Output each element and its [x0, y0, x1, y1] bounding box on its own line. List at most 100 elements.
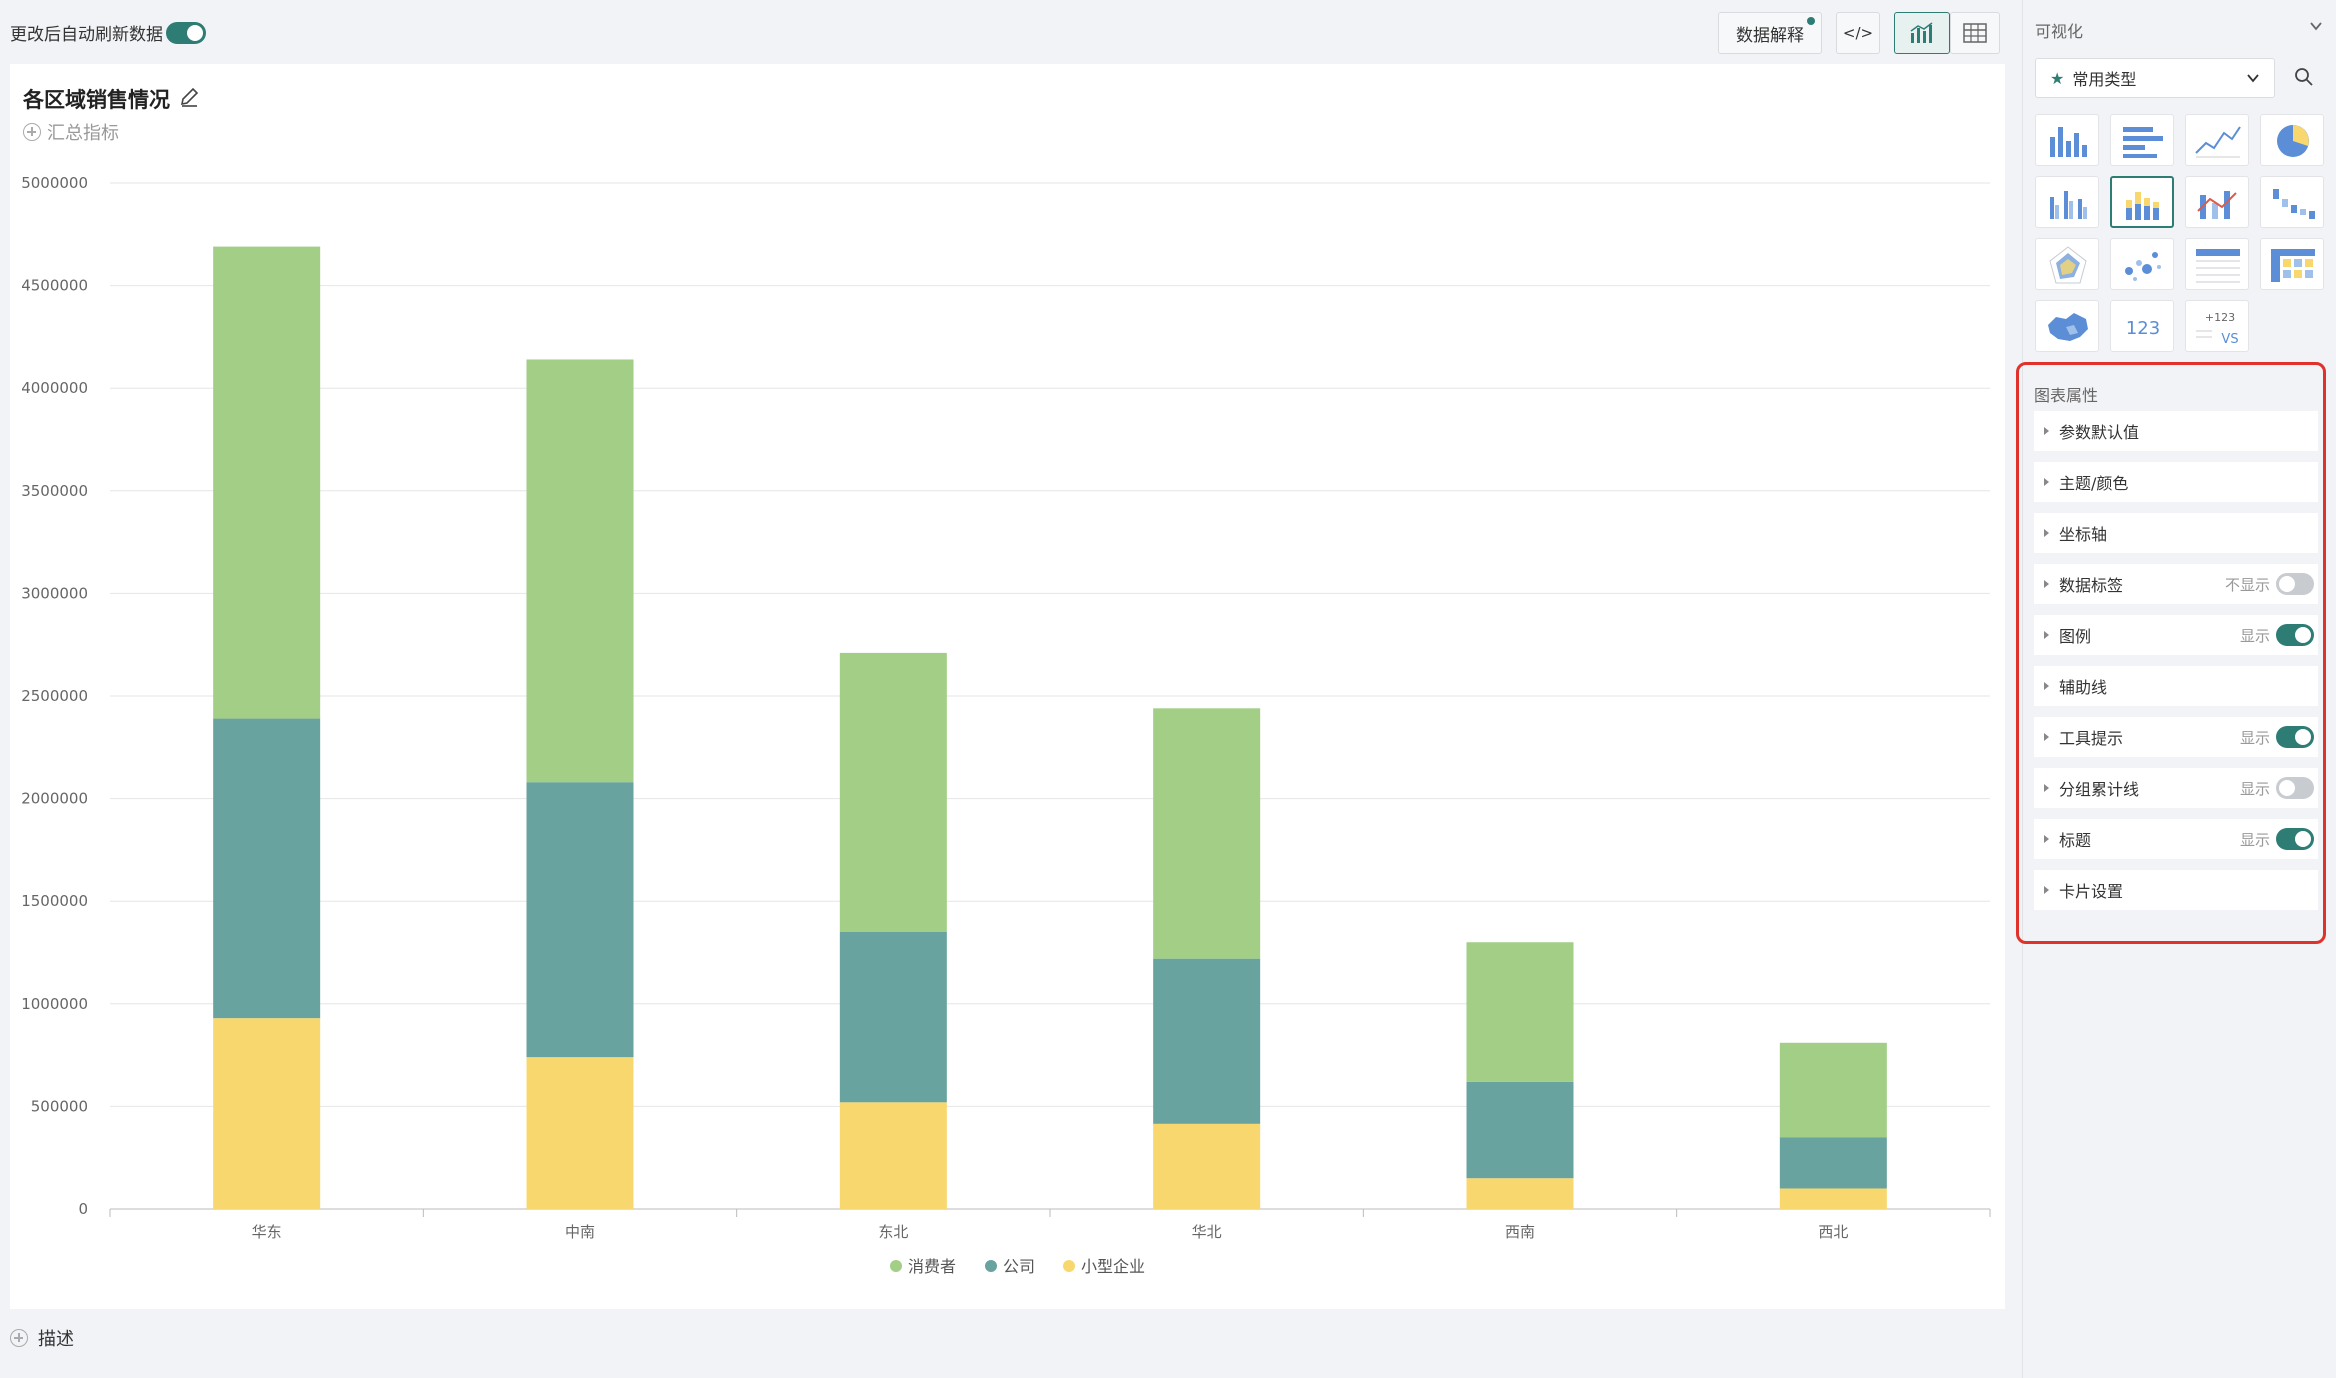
add-summary-metric-label: 汇总指标 — [47, 123, 119, 144]
line-chart-icon — [2195, 126, 2241, 158]
chart-type-tile[interactable] — [2185, 238, 2249, 290]
property-status: 显示 — [2239, 728, 2270, 747]
caret-right-icon — [2044, 478, 2049, 486]
column-chart-icon — [2050, 127, 2087, 157]
bar-segment[interactable] — [213, 718, 321, 1019]
bar-segment[interactable] — [526, 782, 634, 1058]
chart-type-tile[interactable] — [2035, 114, 2099, 166]
y-tick-label: 500000 — [31, 1097, 88, 1115]
property-row[interactable]: 工具提示 显示 — [2034, 717, 2318, 757]
bar-segment[interactable] — [1153, 1123, 1261, 1209]
chart-type-tile[interactable] — [2185, 114, 2249, 166]
chart-type-tile[interactable] — [2260, 238, 2324, 290]
caret-right-icon — [2044, 427, 2049, 435]
bar-chart-icon — [1910, 22, 1933, 43]
y-tick-label: 2000000 — [21, 790, 88, 808]
chart-type-tile[interactable] — [2260, 176, 2324, 228]
add-summary-metric-button[interactable]: 汇总指标 — [23, 119, 119, 145]
bar-segment[interactable] — [1153, 958, 1261, 1124]
legend-item-label: 公司 — [1003, 1257, 1035, 1276]
chart-type-category-select[interactable]: ★ 常用类型 — [2035, 58, 2275, 98]
property-toggle[interactable] — [2276, 624, 2314, 646]
data-explain-button[interactable]: 数据解释 — [1718, 12, 1822, 54]
map-chart-icon — [2048, 313, 2088, 341]
chart-type-tile[interactable] — [2035, 300, 2099, 352]
property-toggle[interactable] — [2276, 828, 2314, 850]
y-tick-label: 4500000 — [21, 277, 88, 295]
auto-refresh-label: 更改后自动刷新数据 — [10, 25, 163, 45]
caret-right-icon — [2044, 682, 2049, 690]
bar-segment[interactable] — [839, 652, 947, 932]
y-tick-label: 3500000 — [21, 482, 88, 500]
bar-segment[interactable] — [1779, 1188, 1887, 1209]
property-row[interactable]: 辅助线 — [2034, 666, 2318, 706]
waterfall-chart-icon — [2273, 189, 2315, 219]
y-tick-label: 5000000 — [21, 174, 88, 192]
legend-marker — [985, 1260, 997, 1272]
chart-type-tile[interactable]: 123 — [2110, 300, 2174, 352]
comparison-card-vs: VS — [2221, 332, 2238, 347]
chart-title: 各区域销售情况 — [23, 88, 170, 112]
bar-segment[interactable] — [839, 1102, 947, 1209]
search-icon[interactable] — [2293, 66, 2315, 88]
chart-properties-header: 图表属性 — [2034, 386, 2099, 405]
table-icon — [1963, 23, 1987, 43]
property-row[interactable]: 标题 显示 — [2034, 819, 2318, 859]
legend-marker — [1063, 1260, 1075, 1272]
chart-type-tile[interactable] — [2110, 238, 2174, 290]
bar-segment[interactable] — [1153, 708, 1261, 959]
property-toggle[interactable] — [2276, 726, 2314, 748]
comparison-card-value: +123 — [2205, 311, 2235, 324]
scatter-chart-icon — [2125, 252, 2161, 281]
chevron-down-icon[interactable] — [2308, 18, 2324, 34]
x-tick-label: 华东 — [252, 1223, 282, 1241]
chart-type-tile[interactable] — [2185, 176, 2249, 228]
kpi-card-text: 123 — [2126, 318, 2160, 339]
chart-type-tile[interactable] — [2110, 176, 2174, 228]
caret-right-icon — [2044, 580, 2049, 588]
stacked-bar-chart[interactable]: 0 500000 1000000 1500000 2000000 2500000 30000… — [10, 64, 2005, 1309]
bar-segment[interactable] — [526, 1057, 634, 1209]
property-toggle[interactable] — [2276, 573, 2314, 595]
add-description-button[interactable]: 描述 — [10, 1325, 74, 1351]
edit-title-icon[interactable] — [178, 86, 200, 108]
property-status: 显示 — [2239, 779, 2270, 798]
property-row[interactable]: 分组累计线 显示 — [2034, 768, 2318, 808]
chart-view-button[interactable] — [1894, 12, 1950, 54]
code-button[interactable]: </> — [1836, 12, 1880, 54]
property-row[interactable]: 坐标轴 — [2034, 513, 2318, 553]
property-row[interactable]: 参数默认值 — [2034, 411, 2318, 451]
bar-segment[interactable] — [213, 246, 321, 719]
table-view-button[interactable] — [1950, 12, 2000, 54]
bar-segment[interactable] — [213, 1018, 321, 1209]
property-label: 分组累计线 — [2059, 780, 2140, 799]
bar-segment[interactable] — [1466, 1178, 1574, 1209]
chart-type-tile[interactable] — [2035, 238, 2099, 290]
x-tick-label: 西北 — [1818, 1223, 1848, 1241]
legend-marker — [890, 1260, 902, 1272]
bar-segment[interactable] — [839, 931, 947, 1103]
auto-refresh-toggle[interactable] — [166, 22, 206, 44]
chart-type-tile[interactable] — [2035, 176, 2099, 228]
bar-segment[interactable] — [1466, 942, 1574, 1082]
legend-item-label: 小型企业 — [1081, 1257, 1145, 1276]
y-tick-label: 1500000 — [21, 892, 88, 910]
bar-segment[interactable] — [1779, 1042, 1887, 1138]
chart-type-tile[interactable] — [2260, 114, 2324, 166]
bar-segment[interactable] — [526, 359, 634, 783]
chart-type-tile[interactable] — [2110, 114, 2174, 166]
property-row[interactable]: 数据标签 不显示 — [2034, 564, 2318, 604]
y-tick-label: 2500000 — [21, 687, 88, 705]
property-toggle[interactable] — [2276, 777, 2314, 799]
bar-segment[interactable] — [1466, 1081, 1574, 1179]
code-icon: </> — [1842, 24, 1874, 42]
caret-right-icon — [2044, 886, 2049, 894]
bar-segment[interactable] — [1779, 1137, 1887, 1189]
property-label: 辅助线 — [2059, 678, 2108, 697]
pie-chart-icon — [2277, 125, 2309, 157]
property-row[interactable]: 主题/颜色 — [2034, 462, 2318, 502]
legend-item-label: 消费者 — [908, 1257, 956, 1276]
property-row[interactable]: 图例 显示 — [2034, 615, 2318, 655]
chart-type-tile[interactable]: +123 VS — [2185, 300, 2249, 352]
property-row[interactable]: 卡片设置 — [2034, 870, 2318, 910]
